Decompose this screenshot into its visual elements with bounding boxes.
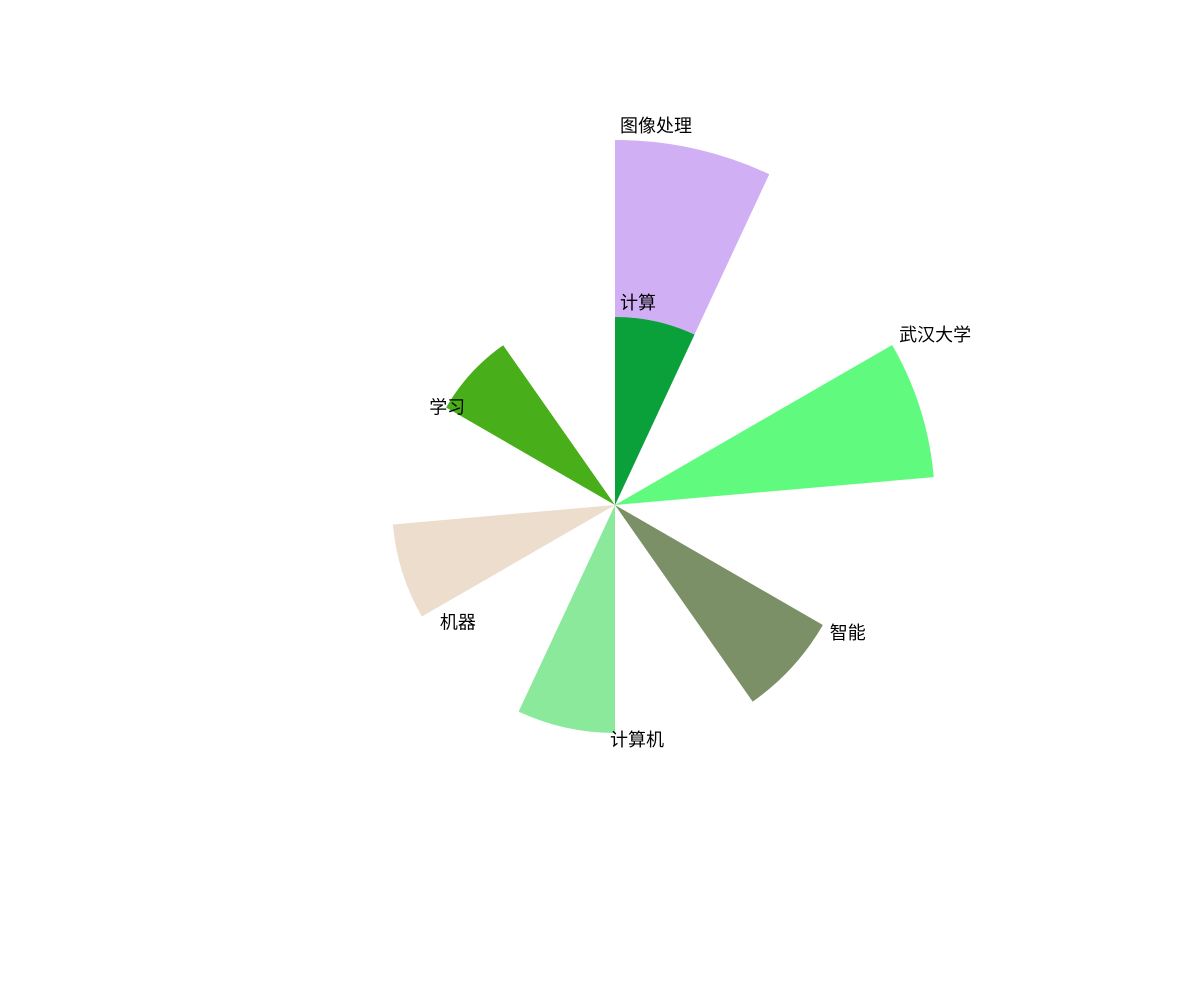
- rose-slice: [615, 505, 823, 702]
- rose-slice: [446, 345, 615, 505]
- slice-label: 智能: [830, 623, 866, 644]
- slice-label: 机器: [440, 613, 476, 634]
- rose-slices: [392, 140, 934, 733]
- rose-slice: [518, 505, 615, 733]
- slice-label: 学习: [429, 398, 465, 419]
- slice-label: 图像处理: [620, 116, 692, 137]
- slice-label: 武汉大学: [899, 325, 971, 346]
- rose-slice: [392, 505, 615, 617]
- rose-slice: [615, 345, 934, 505]
- slice-label: 计算: [620, 293, 656, 314]
- slice-label: 计算机: [610, 730, 664, 751]
- rose-slice: [615, 317, 695, 505]
